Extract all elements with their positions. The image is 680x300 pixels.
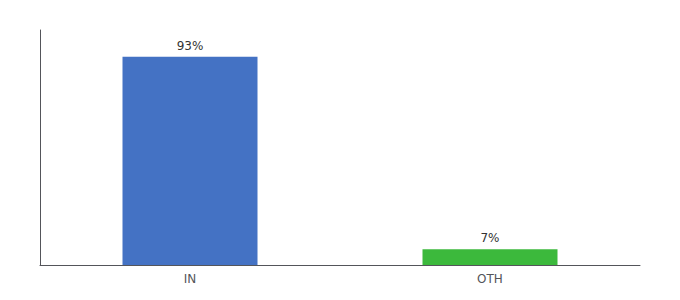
svg-text:IN: IN <box>184 272 197 286</box>
svg-text:OTH: OTH <box>477 272 503 286</box>
svg-text:93%: 93% <box>177 39 204 53</box>
svg-text:7%: 7% <box>480 231 499 245</box>
